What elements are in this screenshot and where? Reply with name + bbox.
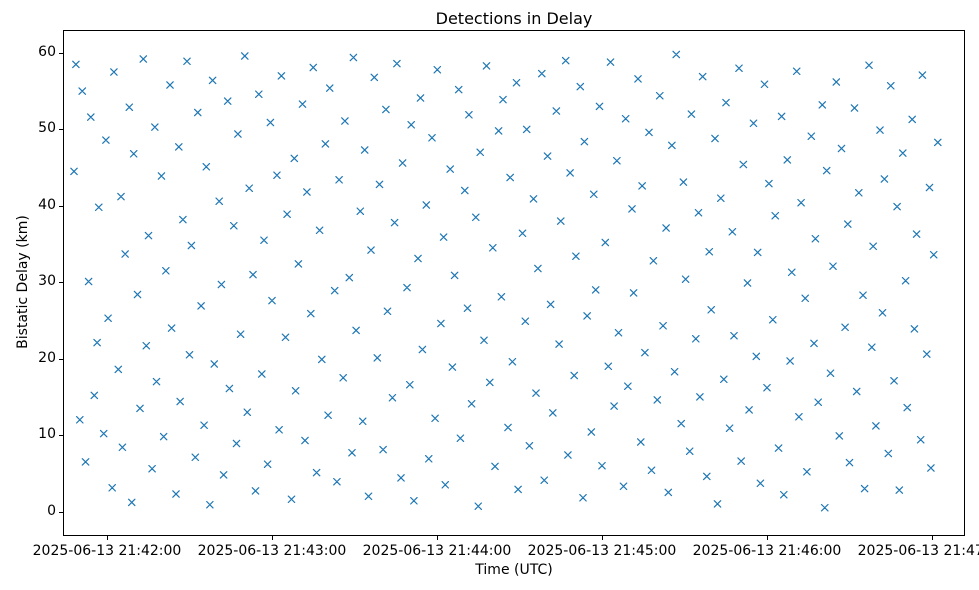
chart-title: Detections in Delay [435,9,593,28]
plot-area [63,30,965,536]
y-tick-mark [59,52,63,54]
x-tick-mark [767,536,768,540]
y-tick-label: 10 [38,426,56,443]
y-tick-label: 50 [38,120,56,137]
y-tick-label: 60 [38,43,56,60]
x-tick-mark [932,536,933,540]
x-tick-mark [272,536,273,540]
y-tick-mark [59,129,63,131]
y-tick-mark [59,282,63,284]
x-tick-label: 2025-06-13 21:47:00 [857,543,979,559]
x-tick-label: 2025-06-13 21:42:00 [32,543,182,559]
y-tick-label: 30 [38,273,56,290]
x-tick-label: 2025-06-13 21:44:00 [362,543,512,559]
x-tick-mark [107,536,108,540]
x-tick-label: 2025-06-13 21:45:00 [527,543,677,559]
x-tick-mark [602,536,603,540]
y-tick-mark [59,358,63,360]
y-tick-label: 0 [47,502,56,519]
x-tick-label: 2025-06-13 21:46:00 [692,543,842,559]
x-axis-label: Time (UTC) [475,562,553,578]
y-tick-label: 40 [38,196,56,213]
y-tick-label: 20 [38,349,56,366]
x-tick-label: 2025-06-13 21:43:00 [197,543,347,559]
x-tick-mark [437,536,438,540]
y-tick-mark [59,435,63,437]
y-tick-mark [59,205,63,207]
y-tick-mark [59,511,63,513]
